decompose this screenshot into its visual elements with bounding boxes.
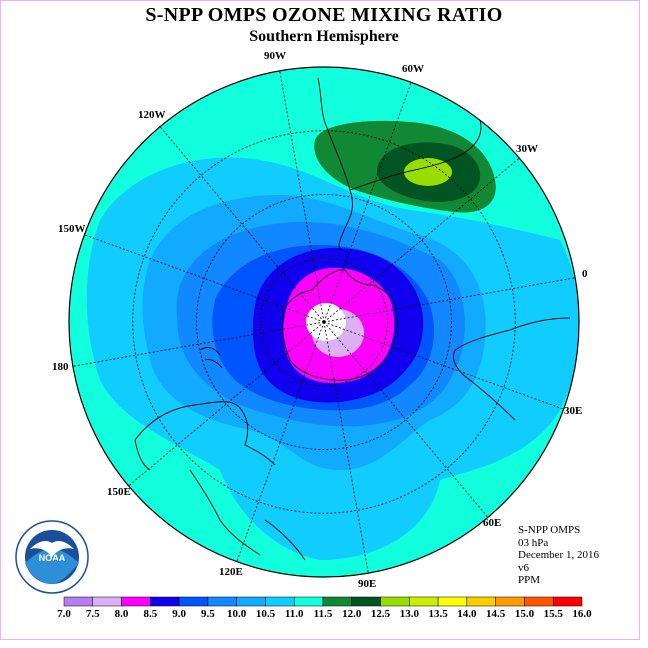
colorbar-label: 13.5: [428, 608, 448, 620]
longitude-label: 0: [582, 268, 588, 280]
meridian-line: [323, 321, 564, 410]
meridian-line: [236, 321, 325, 562]
colorbar-label: 12.0: [342, 608, 362, 620]
latitude-circle: [132, 130, 516, 514]
meridian-line: [128, 321, 325, 487]
colorbar-label: 8.5: [143, 608, 158, 620]
longitude-label: 150W: [58, 223, 86, 235]
info-block: S-NPP OMPS 03 hPa December 1, 2016 v6 PP…: [518, 524, 599, 587]
longitude-label: 120W: [138, 109, 166, 121]
meridian-line: [323, 82, 412, 323]
meridian-line: [323, 321, 369, 574]
coast-asia: [189, 469, 306, 561]
colorbar-label: 10.0: [227, 608, 247, 620]
meridian-line: [323, 157, 520, 323]
map-title: S-NPP OMPS OZONE MIXING RATIO: [145, 4, 503, 26]
coast-africa: [453, 317, 571, 421]
longitude-label: 120E: [219, 566, 243, 578]
longitude-label: 30W: [516, 143, 538, 155]
map-boundary: [68, 66, 580, 578]
longitude-label: 90W: [264, 50, 286, 62]
meridian-line: [84, 234, 325, 323]
meridian-line: [323, 277, 576, 323]
meridian-line: [72, 321, 325, 367]
graticule: [72, 70, 576, 574]
longitude-label: 150E: [107, 486, 131, 498]
colorbar-label: 15.5: [543, 608, 563, 620]
colorbar-label: 11.0: [284, 608, 304, 620]
colorbar-label: 9.0: [172, 608, 186, 620]
colorbar-label: 7.5: [85, 608, 100, 620]
colorbar-label: 8.0: [114, 608, 129, 620]
noaa-logo: NOAA: [15, 520, 89, 594]
longitude-label: 180: [52, 361, 69, 373]
latitude-circle: [196, 194, 452, 450]
colorbar-label: 10.5: [255, 608, 276, 620]
info-date: December 1, 2016: [518, 549, 599, 561]
coast-new-zealand: [199, 347, 223, 369]
coast-australia: [134, 401, 276, 471]
meridian-line: [279, 70, 325, 323]
colorbar-label: 14.5: [486, 608, 506, 620]
colorbar-label: 13.0: [399, 608, 419, 620]
coast-antarctica: [281, 269, 398, 381]
colorbar-label: 12.5: [370, 608, 391, 620]
longitude-label: 60W: [402, 63, 424, 75]
latitude-circle: [259, 257, 389, 387]
info-units: PPM: [518, 574, 541, 586]
meridian-line: [159, 126, 325, 323]
longitude-label: 60E: [483, 517, 502, 529]
noaa-logo-text: NOAA: [39, 553, 66, 563]
colorbar-label: 9.5: [201, 608, 215, 620]
longitude-label: 90E: [358, 578, 377, 590]
map-frame: [0, 0, 640, 640]
longitude-label: 30E: [564, 405, 583, 417]
meridian-line: [323, 321, 489, 518]
colorbar-label: 16.0: [572, 608, 592, 620]
map-subtitle: Southern Hemisphere: [249, 28, 399, 45]
coastlines: [134, 69, 571, 561]
ozone-field: [69, 67, 579, 577]
info-instrument: S-NPP OMPS: [518, 524, 581, 536]
colorbar-label: 14.0: [457, 608, 477, 620]
info-pressure: 03 hPa: [518, 536, 549, 549]
info-version: v6: [518, 561, 529, 574]
colorbar-label: 11.5: [313, 608, 333, 620]
contour-12-5: [404, 158, 452, 186]
colorbar-label: 15.0: [514, 608, 535, 620]
colorbar-label: 7.0: [57, 608, 71, 620]
